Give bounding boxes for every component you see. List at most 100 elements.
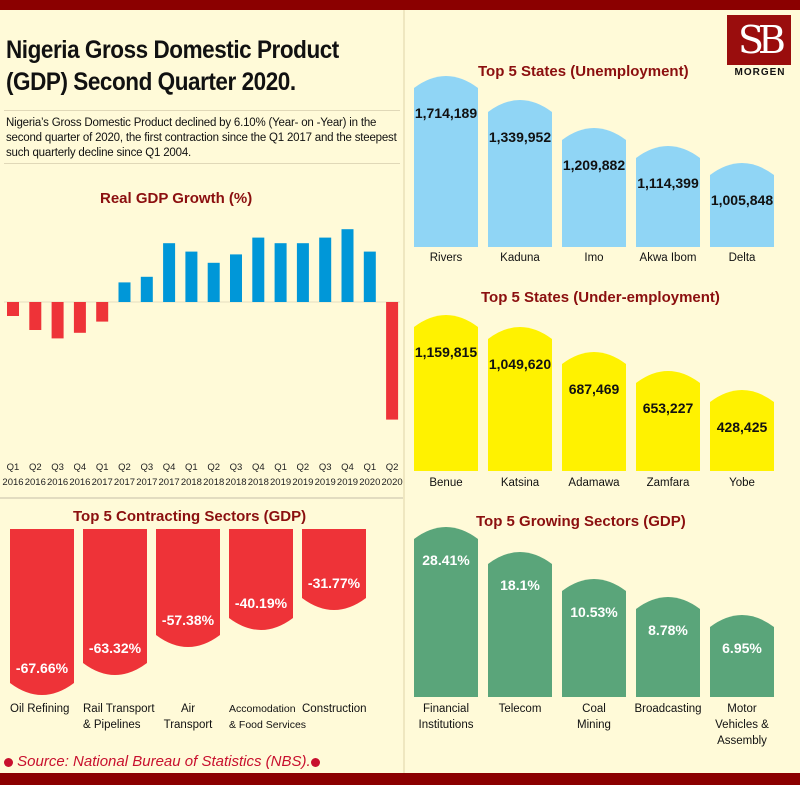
underemployment-value-label: 687,469 (569, 381, 620, 397)
gdp-tick-label: Q4 (252, 462, 265, 473)
underemployment-bar (414, 315, 478, 471)
gdp-bar (96, 302, 109, 322)
unemployment-value-label: 1,005,848 (711, 192, 773, 208)
gdp-tick-label: 2017 (114, 477, 135, 488)
contracting-bar (156, 529, 220, 647)
gdp-bar (118, 282, 131, 302)
horizontal-divider (0, 497, 403, 499)
gdp-bar (252, 237, 265, 302)
underemployment-chart-title: Top 5 States (Under-employment) (481, 289, 720, 306)
gdp-bar (296, 243, 309, 302)
gdp-bar (341, 229, 354, 302)
growing-bar (562, 579, 626, 697)
contracting-category-label: & Food Services (229, 719, 306, 731)
gdp-tick-label: 2016 (2, 477, 23, 488)
growing-value-label: 28.41% (422, 552, 470, 568)
divider (4, 163, 400, 164)
growing-category-label: Broadcasting (634, 703, 701, 715)
top-band (0, 0, 800, 10)
gdp-bar (185, 251, 198, 302)
gdp-tick-label: Q2 (118, 462, 131, 473)
contracting-value-label: -67.66% (16, 660, 69, 676)
gdp-bar (7, 302, 19, 316)
gdp-tick-label: Q2 (386, 462, 399, 473)
underemployment-value-label: 1,159,815 (415, 344, 477, 360)
contracting-category-label: Air (181, 703, 195, 715)
gdp-tick-label: 2019 (270, 477, 291, 488)
growing-category-label: Vehicles & (715, 719, 769, 731)
gdp-tick-label: Q3 (140, 462, 153, 473)
gdp-bar (386, 302, 399, 420)
unemployment-chart-title: Top 5 States (Unemployment) (478, 63, 689, 80)
gdp-tick-label: 2018 (181, 477, 202, 488)
gdp-tick-label: Q4 (341, 462, 354, 473)
vertical-divider (403, 10, 405, 773)
description: Nigeria’s Gross Domestic Product decline… (6, 117, 397, 159)
gdp-tick-label: 2019 (337, 477, 358, 488)
growing-chart-title: Top 5 Growing Sectors (GDP) (476, 513, 686, 530)
underemployment-value-label: 428,425 (717, 419, 768, 435)
unemployment-value-label: 1,714,189 (415, 105, 477, 121)
gdp-bar (140, 276, 153, 302)
gdp-bar (230, 254, 242, 302)
contracting-bar (229, 529, 293, 630)
gdp-tick-label: Q3 (319, 462, 332, 473)
contracting-category-label: Construction (302, 703, 367, 715)
unemployment-bar (636, 146, 700, 247)
gdp-tick-label: Q1 (363, 462, 376, 473)
underemployment-bar (488, 327, 552, 471)
gdp-tick-label: 2018 (248, 477, 269, 488)
unemployment-bar (414, 76, 478, 247)
gdp-tick-label: Q1 (7, 462, 20, 473)
gdp-bar (363, 251, 376, 302)
gdp-tick-label: Q2 (207, 462, 220, 473)
contracting-value-label: -31.77% (308, 575, 361, 591)
underemployment-category-label: Katsina (501, 477, 540, 489)
underemployment-bar (562, 352, 626, 471)
growing-category-label: Assembly (717, 735, 767, 747)
unemployment-bar (488, 100, 552, 247)
growing-value-label: 8.78% (648, 622, 688, 638)
contracting-bar (10, 529, 74, 695)
gdp-tick-label: Q3 (51, 462, 64, 473)
gdp-bar (29, 302, 42, 330)
unemployment-bar (710, 163, 774, 247)
unemployment-value-label: 1,114,399 (637, 175, 699, 191)
gdp-tick-label: Q3 (230, 462, 243, 473)
gdp-tick-label: Q2 (29, 462, 42, 473)
growing-value-label: 18.1% (500, 577, 540, 593)
underemployment-category-label: Benue (429, 477, 462, 489)
divider (4, 110, 400, 111)
growing-category-label: Mining (577, 719, 611, 731)
page-title: Nigeria Gross Domestic Product (GDP) Sec… (6, 36, 339, 96)
growing-category-label: Motor (727, 703, 757, 715)
gdp-tick-label: 2017 (136, 477, 157, 488)
gdp-tick-label: 2018 (225, 477, 246, 488)
bullet-icon (310, 757, 320, 767)
underemployment-bar (636, 371, 700, 471)
unemployment-bar (562, 128, 626, 247)
gdp-chart-title: Real GDP Growth (%) (100, 190, 253, 207)
contracting-category-label: Oil Refining (10, 703, 69, 715)
contracting-bar (302, 529, 366, 610)
growing-category-label: Financial (423, 703, 469, 715)
bottom-band (0, 773, 800, 785)
gdp-bar (163, 243, 176, 302)
contracting-value-label: -63.32% (89, 640, 142, 656)
gdp-tick-label: 2017 (159, 477, 180, 488)
gdp-tick-label: Q4 (74, 462, 87, 473)
growing-bar (710, 615, 774, 697)
contracting-value-label: -40.19% (235, 595, 288, 611)
growing-value-label: 6.95% (722, 640, 762, 656)
gdp-tick-label: Q1 (96, 462, 109, 473)
gdp-tick-label: 2016 (69, 477, 90, 488)
underemployment-category-label: Zamfara (647, 477, 690, 489)
underemployment-value-label: 1,049,620 (489, 356, 551, 372)
gdp-tick-label: 2019 (315, 477, 336, 488)
contracting-category-label: & Pipelines (83, 719, 141, 731)
source-text: Source: National Bureau of Statistics (N… (17, 753, 311, 770)
unemployment-value-label: 1,209,882 (563, 157, 625, 173)
contracting-bar (83, 529, 147, 675)
source-note: Source: National Bureau of Statistics (N… (4, 753, 320, 770)
